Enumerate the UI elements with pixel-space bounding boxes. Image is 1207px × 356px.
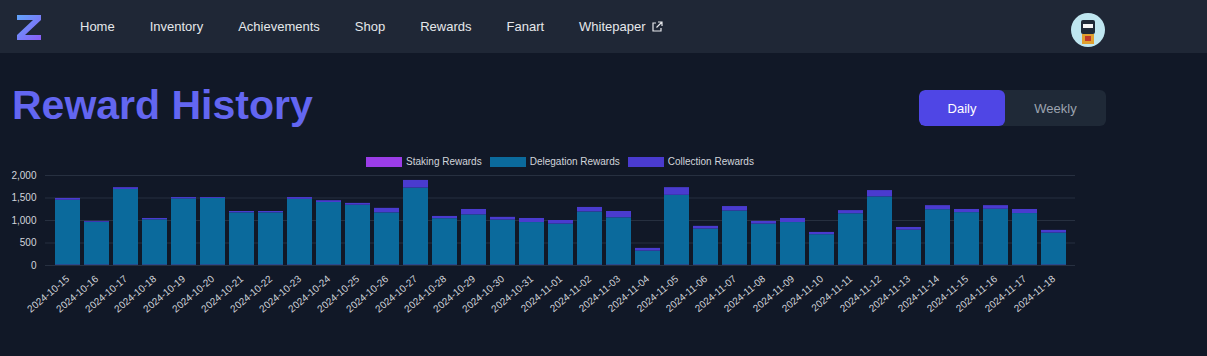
html-text:Rewards: Rewards bbox=[420, 19, 472, 34]
svg-text:2024-11-16: 2024-11-16 bbox=[953, 273, 1000, 314]
html-text:Inventory: Inventory bbox=[149, 19, 204, 34]
svg-text:1,000: 1,000 bbox=[11, 215, 36, 226]
svg-text:2024-10-26: 2024-10-26 bbox=[344, 273, 391, 315]
svg-text:2024-10-29: 2024-10-29 bbox=[431, 273, 478, 315]
svg-text:2024-11-09: 2024-11-09 bbox=[750, 273, 797, 314]
svg-text:2024-11-17: 2024-11-17 bbox=[982, 273, 1029, 314]
svg-text:2024-11-14: 2024-11-14 bbox=[895, 273, 942, 314]
svg-text:2024-11-01: 2024-11-01 bbox=[518, 273, 565, 314]
svg-text:2024-11-04: 2024-11-04 bbox=[605, 273, 652, 314]
svg-text:2024-10-30: 2024-10-30 bbox=[460, 273, 507, 315]
svg-text:2024-10-20: 2024-10-20 bbox=[170, 273, 217, 315]
html-text:Whitepaper: Whitepaper bbox=[579, 19, 646, 34]
html-text:Shop: Shop bbox=[354, 19, 386, 34]
svg-text:2024-10-16: 2024-10-16 bbox=[54, 273, 101, 315]
svg-text:2024-10-15: 2024-10-15 bbox=[25, 273, 72, 315]
svg-text:1,500: 1,500 bbox=[11, 192, 36, 203]
svg-text:2024-10-22: 2024-10-22 bbox=[228, 273, 275, 315]
svg-text:2024-10-27: 2024-10-27 bbox=[373, 273, 420, 315]
svg-text:2024-11-13: 2024-11-13 bbox=[866, 273, 913, 314]
svg-text:0: 0 bbox=[31, 260, 37, 271]
svg-text:2024-10-28: 2024-10-28 bbox=[402, 273, 449, 315]
html-text:Delegation Rewards: Delegation Rewards bbox=[529, 156, 620, 167]
svg-text:2024-10-21: 2024-10-21 bbox=[199, 273, 246, 315]
svg-text:2024-11-07: 2024-11-07 bbox=[692, 273, 739, 314]
svg-text:500: 500 bbox=[20, 237, 37, 248]
html-text:Reward History: Reward History bbox=[12, 82, 313, 128]
svg-text:2024-10-24: 2024-10-24 bbox=[286, 273, 333, 315]
html-text:Daily: Daily bbox=[947, 100, 977, 116]
html-text:Home: Home bbox=[80, 19, 115, 34]
svg-text:2024-11-15: 2024-11-15 bbox=[924, 273, 971, 314]
html-text:Achievements: Achievements bbox=[238, 19, 320, 34]
svg-text:2024-11-05: 2024-11-05 bbox=[634, 273, 681, 314]
svg-text:2024-10-18: 2024-10-18 bbox=[112, 273, 159, 315]
svg-text:2024-11-02: 2024-11-02 bbox=[547, 273, 594, 314]
html-text:Weekly: Weekly bbox=[1034, 100, 1077, 116]
svg-text:2024-10-17: 2024-10-17 bbox=[83, 273, 130, 315]
svg-text:2024-11-18: 2024-11-18 bbox=[1012, 273, 1058, 314]
svg-text:2024-10-23: 2024-10-23 bbox=[257, 273, 304, 315]
html-text:Collection Rewards: Collection Rewards bbox=[667, 156, 754, 167]
svg-text:2024-10-19: 2024-10-19 bbox=[141, 273, 188, 315]
html-text:Staking Rewards: Staking Rewards bbox=[406, 156, 482, 167]
svg-text:2024-11-10: 2024-11-10 bbox=[779, 273, 826, 314]
svg-text:2024-10-31: 2024-10-31 bbox=[489, 273, 536, 315]
svg-text:2024-11-06: 2024-11-06 bbox=[663, 273, 710, 314]
svg-text:2024-11-03: 2024-11-03 bbox=[576, 273, 623, 314]
svg-text:2024-11-11: 2024-11-11 bbox=[809, 273, 855, 314]
svg-text:2024-11-12: 2024-11-12 bbox=[837, 273, 884, 314]
html-text:Fanart: Fanart bbox=[506, 19, 545, 34]
svg-text:2,000: 2,000 bbox=[11, 170, 36, 181]
svg-text:2024-10-25: 2024-10-25 bbox=[315, 273, 362, 315]
svg-text:2024-11-08: 2024-11-08 bbox=[721, 273, 768, 314]
